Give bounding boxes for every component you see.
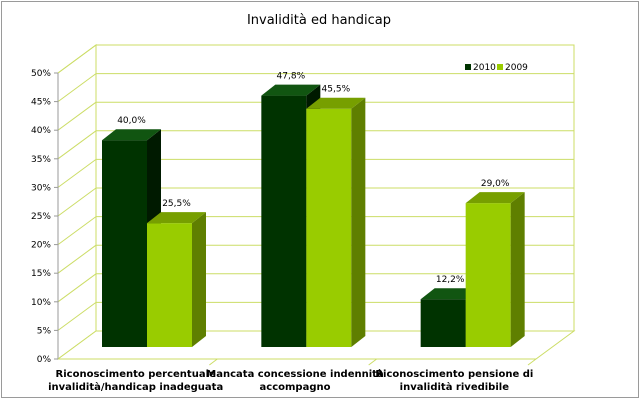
chart-title: Invalidità ed handicap — [247, 13, 391, 28]
bar-top — [306, 97, 366, 109]
bar-front — [147, 223, 192, 347]
gridline-side — [57, 44, 97, 74]
y-tick-label: 30% — [31, 183, 51, 193]
data-label: 12,2% — [436, 275, 465, 285]
gridline-side — [57, 73, 97, 103]
legend-swatch — [497, 64, 503, 70]
category-label-line: invalidità/handicap inadeguata — [48, 381, 223, 393]
data-label: 40,0% — [117, 116, 146, 126]
category-divider — [368, 358, 377, 366]
gridline-side — [57, 273, 97, 303]
category-label: Riconoscimento pensione di invalidità riv… — [375, 369, 533, 393]
category-label-line: invalidità rivedibile — [400, 381, 510, 393]
bar-2009-0 — [147, 212, 206, 347]
category-label-line: accompagno — [260, 382, 331, 393]
data-label: 47,8% — [277, 72, 306, 82]
bar-side — [510, 192, 525, 347]
category-label-line: Riconoscimento pensione di — [375, 369, 533, 380]
y-axis-ticks: 0% 5% 10% 15% 20% 25% 30% 35% 40% 45% 50% — [31, 69, 536, 365]
category-label-line: Mancata concessione indennità — [206, 368, 383, 380]
bar-top — [261, 84, 321, 96]
gridline-side — [57, 158, 97, 188]
bar-2009-1 — [306, 97, 366, 348]
y-tick-label: 10% — [31, 298, 51, 308]
gridline-side — [57, 187, 97, 217]
y-tick-label: 0% — [37, 355, 52, 365]
bar-side — [192, 212, 206, 347]
bar-2009-2 — [465, 192, 525, 347]
bar-front — [465, 203, 511, 347]
gridline-side — [57, 216, 97, 246]
bar-top — [102, 129, 161, 141]
category-labels: Riconoscimento percentuale invalidità/han… — [48, 358, 537, 393]
bar-top — [420, 288, 480, 300]
bars — [102, 84, 525, 348]
y-tick-label: 20% — [31, 241, 51, 251]
legend-label: 2009 — [505, 63, 528, 73]
gridline-side — [57, 244, 97, 274]
bar-front — [261, 95, 307, 347]
category-divider — [527, 358, 537, 366]
data-label: 45,5% — [322, 85, 351, 95]
bar-front — [306, 108, 352, 348]
y-tick-label: 15% — [31, 269, 51, 279]
gridline-side — [57, 101, 97, 131]
gridline-side — [57, 130, 97, 160]
data-label: 25,5% — [162, 199, 191, 209]
gridline-side — [57, 301, 97, 331]
legend-swatch — [465, 64, 471, 70]
data-labels: 40,0% 25,5% 47,8% 45,5% 12,2% 29,0% — [117, 72, 510, 286]
y-tick-label: 25% — [31, 212, 51, 222]
y-tick-label: 35% — [31, 155, 51, 165]
category-label-line: Riconoscimento percentuale — [56, 369, 216, 380]
y-tick-label: 40% — [31, 126, 51, 136]
bar-2010-2 — [420, 288, 480, 347]
category-divider — [209, 358, 218, 366]
bar-top — [465, 192, 525, 204]
y-tick-label: 50% — [31, 69, 51, 79]
y-tick-label: 5% — [37, 326, 52, 336]
category-label: Mancata concessione indennità accompagno — [206, 368, 383, 393]
legend-label: 2010 — [473, 63, 496, 73]
bar-front — [102, 140, 147, 347]
legend: 2010 2009 — [465, 63, 528, 73]
bar-front — [420, 299, 466, 347]
y-tick-label: 45% — [31, 98, 51, 108]
bar-top — [147, 212, 206, 224]
data-label: 29,0% — [481, 179, 510, 189]
bar-side — [351, 97, 366, 348]
category-label: Riconoscimento percentuale invalidità/han… — [48, 369, 223, 393]
